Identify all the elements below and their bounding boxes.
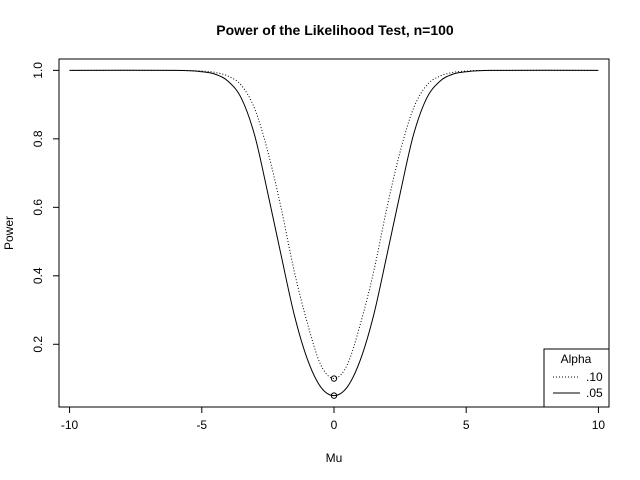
x-tick-label: -10 (61, 418, 79, 432)
series-line-alpha-05 (69, 69, 599, 397)
x-tick-label: 0 (331, 418, 338, 432)
legend: Alpha .10 .05 (543, 348, 610, 408)
y-axis: 0.2 0.4 0.6 0.8 1.0 (31, 62, 59, 353)
x-tick-label: -5 (196, 418, 207, 432)
y-axis-label: Power (2, 216, 16, 250)
chart-title: Power of the Likelihood Test, n=100 (216, 22, 454, 38)
series-layer (69, 69, 599, 397)
x-tick-label: 10 (592, 418, 606, 432)
y-tick-label: 1.0 (31, 62, 45, 79)
y-tick-label: 0.8 (31, 130, 45, 147)
legend-label-alpha-05: .05 (586, 386, 603, 400)
y-tick-label: 0.4 (31, 267, 45, 284)
legend-title: Alpha (561, 352, 592, 366)
points-layer (330, 375, 338, 399)
legend-label-alpha-10: .10 (586, 370, 603, 384)
legend-box (543, 348, 610, 408)
x-axis-label: Mu (326, 451, 343, 465)
series-line-alpha-10 (69, 69, 599, 380)
y-tick-label: 0.2 (31, 336, 45, 353)
point-marker (330, 392, 338, 399)
x-tick-label: 5 (463, 418, 470, 432)
point-marker (330, 375, 338, 382)
y-tick-label: 0.6 (31, 199, 45, 216)
x-axis: -10 -5 0 5 10 (61, 407, 606, 432)
